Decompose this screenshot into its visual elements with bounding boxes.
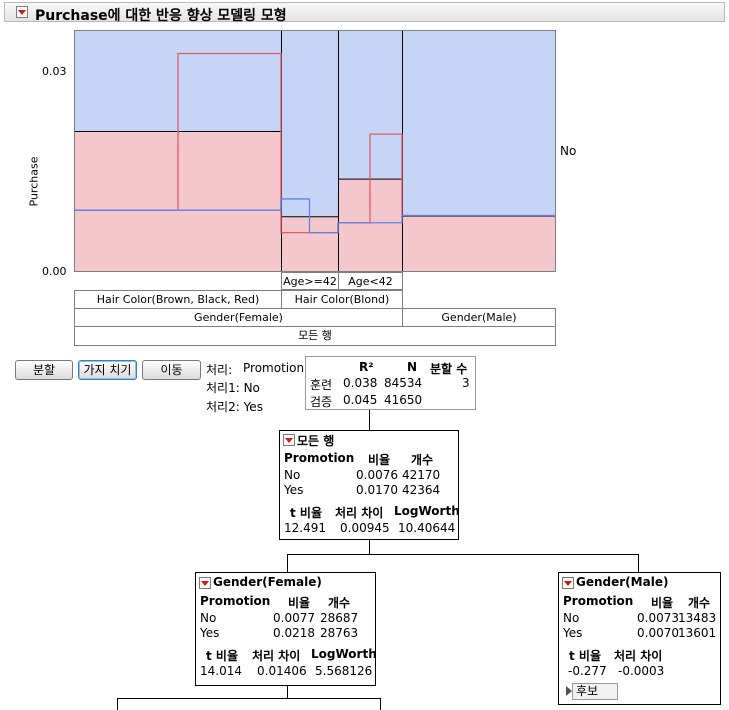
- treatment-label: 처리:: [206, 363, 233, 377]
- stat-value: 0.01406: [257, 664, 307, 678]
- count-value: 28763: [320, 626, 359, 640]
- legend-label-no: No: [560, 144, 577, 158]
- stat-value: 10.40644: [398, 521, 456, 535]
- stat-header: LogWorth: [394, 504, 460, 518]
- row-label: No: [563, 611, 580, 625]
- treatment2-text: 처리2: Yes: [206, 400, 263, 414]
- row-label: Yes: [284, 483, 304, 497]
- gender-male-label: Gender(Male): [402, 308, 556, 327]
- summary-row-label: 훈련: [310, 378, 333, 392]
- age-lt-42-label: Age<42: [338, 272, 403, 290]
- col-header: 비율: [368, 453, 391, 467]
- age-ge-42-label: Age>=42: [281, 272, 339, 290]
- col-header: 개수: [688, 596, 711, 610]
- y-tick-label: 0.03: [42, 65, 67, 78]
- bar-gender-male-yes-region: [402, 216, 555, 271]
- hair-blond-label: Hair Color(Blond): [281, 290, 403, 309]
- prune-button[interactable]: 가지 치기: [78, 360, 137, 380]
- summary-n: 41650: [384, 393, 423, 407]
- all-rows-label: 모든 행: [74, 326, 556, 346]
- count-value: 28687: [320, 611, 359, 625]
- summary-header-n: N: [407, 360, 418, 374]
- stat-value: -0.277: [568, 664, 607, 678]
- connector-line: [369, 410, 370, 430]
- stat-header: 처리 차이: [614, 649, 663, 663]
- connector-line: [117, 698, 381, 699]
- hair-brown-black-red-label: Hair Color(Brown, Black, Red): [74, 290, 282, 309]
- split-button[interactable]: 분할: [15, 360, 73, 380]
- stat-header: t 비율: [206, 649, 238, 663]
- stat-header: 처리 차이: [252, 649, 301, 663]
- stat-header: 처리 차이: [335, 506, 384, 520]
- stat-value: 12.491: [284, 521, 326, 535]
- connector-line: [117, 698, 118, 710]
- tree-node-gender-male[interactable]: Gender(Male) Promotion 비율 개수 No 0.0073 1…: [558, 572, 721, 705]
- summary-n: 84534: [384, 376, 423, 390]
- col-header: Promotion: [563, 594, 634, 608]
- count-value: 13483: [678, 611, 717, 625]
- stat-value: -0.0003: [618, 664, 665, 678]
- rate-value: 0.0218: [273, 626, 315, 640]
- rate-value: 0.0073: [637, 611, 679, 625]
- connector-line: [287, 686, 288, 698]
- count-value: 13601: [678, 626, 717, 640]
- summary-header-splits: 분할 수: [430, 362, 468, 376]
- gender-female-label: Gender(Female): [74, 308, 403, 327]
- tree-node-gender-female[interactable]: Gender(Female) Promotion 비율 개수 No 0.0077…: [195, 572, 377, 686]
- stat-header: LogWorth: [311, 647, 377, 661]
- stat-header: t 비율: [569, 649, 601, 663]
- col-header: 비율: [288, 596, 311, 610]
- summary-r2: 0.038: [343, 376, 378, 390]
- row-label: Yes: [200, 626, 220, 640]
- red-triangle-menu-icon[interactable]: [199, 577, 211, 589]
- stat-header: t 비율: [290, 506, 322, 520]
- stat-value: 5.568126: [315, 664, 373, 678]
- connector-line: [287, 554, 288, 572]
- y-axis-label: Purchase: [27, 156, 41, 207]
- node-title: Gender(Male): [576, 575, 669, 589]
- report-title-bar: Purchase에 대한 반응 향상 모델링 모형: [4, 2, 725, 24]
- treatment1-text: 처리1: No: [206, 381, 260, 395]
- summary-r2: 0.045: [343, 393, 378, 407]
- uplift-plot: [74, 30, 556, 272]
- plot-frame: [74, 30, 556, 272]
- summary-table: R² N 분할 수 훈련 0.038 84534 3 검증 0.045 4165…: [305, 356, 476, 410]
- summary-row-label: 검증: [310, 395, 333, 409]
- report-title: Purchase에 대한 반응 향상 모델링 모형: [35, 8, 287, 24]
- summary-header-r2: R²: [359, 360, 374, 374]
- connector-line: [638, 554, 639, 572]
- candidates-outline[interactable]: 후보: [572, 683, 618, 700]
- red-triangle-menu-icon[interactable]: [283, 434, 295, 446]
- rate-value: 0.0076: [356, 468, 398, 482]
- rate-value: 0.0170: [356, 483, 398, 497]
- rate-value: 0.0070: [637, 626, 679, 640]
- uplift-line-blue: [75, 198, 555, 234]
- summary-splits: 3: [462, 376, 470, 390]
- row-label: Yes: [563, 626, 583, 640]
- connector-line: [287, 554, 639, 555]
- node-title: 모든 행: [297, 434, 335, 448]
- move-button[interactable]: 이동: [142, 360, 201, 380]
- col-header: Promotion: [284, 451, 355, 465]
- connector-line: [369, 540, 370, 554]
- node-title: Gender(Female): [213, 575, 322, 589]
- treatment-name: Promotion: [243, 361, 305, 375]
- stat-value: 14.014: [200, 664, 242, 678]
- col-header: Promotion: [200, 594, 271, 608]
- y-tick-label: 0.00: [42, 265, 67, 278]
- col-header: 개수: [411, 453, 434, 467]
- stat-value: 0.00945: [340, 521, 390, 535]
- col-header: 비율: [651, 596, 674, 610]
- red-triangle-menu-icon[interactable]: [562, 577, 574, 589]
- rate-value: 0.0077: [273, 611, 315, 625]
- row-label: No: [284, 468, 301, 482]
- disclosure-triangle-icon[interactable]: [566, 686, 572, 696]
- connector-line: [380, 698, 381, 710]
- col-header: 개수: [328, 596, 351, 610]
- red-triangle-menu-icon[interactable]: [16, 6, 28, 18]
- row-label: No: [200, 611, 217, 625]
- tree-node-all-rows[interactable]: 모든 행 Promotion 비율 개수 No 0.0076 42170 Yes…: [279, 430, 460, 540]
- count-value: 42364: [402, 483, 441, 497]
- count-value: 42170: [402, 468, 441, 482]
